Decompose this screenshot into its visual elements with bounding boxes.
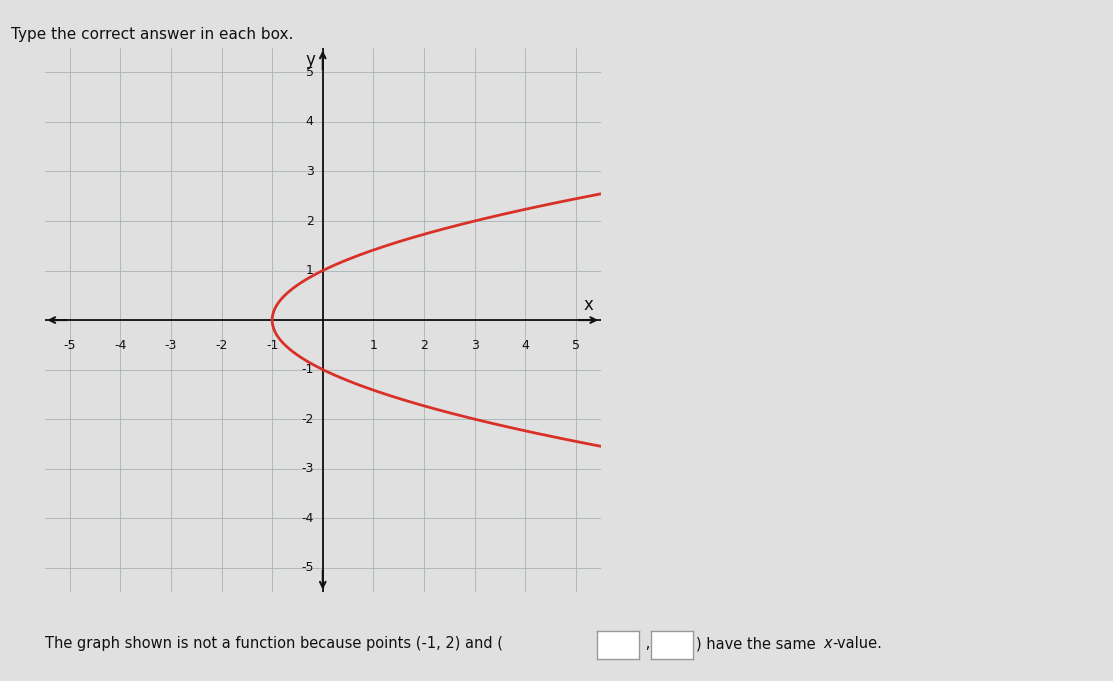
Text: ) have the same: ) have the same: [696, 636, 820, 651]
Text: 3: 3: [306, 165, 314, 178]
Text: 4: 4: [306, 116, 314, 129]
Text: -1: -1: [302, 363, 314, 376]
Text: -value.: -value.: [833, 636, 883, 651]
Text: 5: 5: [572, 339, 580, 352]
Text: The graph shown is not a function because points (-1, 2) and (: The graph shown is not a function becaus…: [45, 636, 503, 651]
Text: Type the correct answer in each box.: Type the correct answer in each box.: [11, 27, 294, 42]
Text: -2: -2: [216, 339, 228, 352]
Text: -5: -5: [63, 339, 76, 352]
Text: 1: 1: [370, 339, 377, 352]
Text: -3: -3: [302, 462, 314, 475]
Text: 3: 3: [471, 339, 479, 352]
Text: -4: -4: [115, 339, 127, 352]
Text: -2: -2: [302, 413, 314, 426]
Text: 2: 2: [306, 215, 314, 227]
Text: x: x: [824, 636, 833, 651]
Text: 4: 4: [521, 339, 529, 352]
Text: -3: -3: [165, 339, 177, 352]
Text: -5: -5: [302, 561, 314, 574]
Text: x: x: [583, 296, 593, 314]
Text: -1: -1: [266, 339, 278, 352]
Text: ,: ,: [641, 636, 650, 651]
Text: -4: -4: [302, 511, 314, 524]
Text: 5: 5: [306, 66, 314, 79]
Text: 1: 1: [306, 264, 314, 277]
Text: y: y: [305, 51, 315, 69]
Text: 2: 2: [420, 339, 427, 352]
